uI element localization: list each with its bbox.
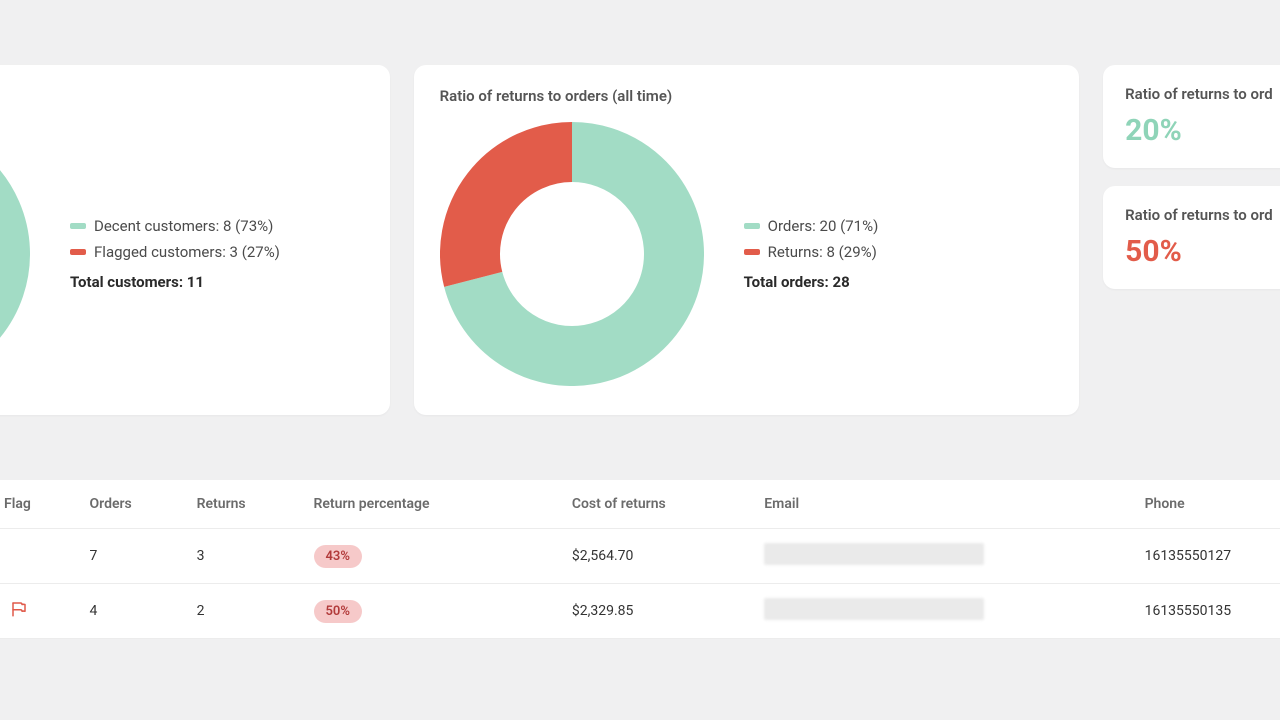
customers-donut-chart xyxy=(0,122,30,386)
side-stat-cards: Ratio of returns to ord 20% Ratio of ret… xyxy=(1103,65,1280,415)
cell-phone: 16135550127 xyxy=(1133,529,1280,584)
pct-pill: 43% xyxy=(314,545,362,568)
returns-ratio-card: Ratio of returns to orders (all time) Or… xyxy=(414,65,1079,415)
cell-flag[interactable] xyxy=(0,584,78,639)
stat-title: Ratio of returns to ord xyxy=(1125,206,1280,224)
stat-card-a: Ratio of returns to ord 20% xyxy=(1103,65,1280,168)
col-returns[interactable]: Returns xyxy=(185,480,302,529)
returns-legend: Orders: 20 (71%) Returns: 8 (29%) Total … xyxy=(744,217,879,291)
pct-pill: 50% xyxy=(314,600,362,623)
legend-label: Returns: 8 (29%) xyxy=(768,243,877,261)
stat-card-b: Ratio of returns to ord 50% xyxy=(1103,186,1280,289)
legend-label: Flagged customers: 3 (27%) xyxy=(94,243,280,261)
cell-phone: 16135550135 xyxy=(1133,584,1280,639)
legend-total: Total orders: 28 xyxy=(744,273,879,291)
legend-row: Flagged customers: 3 (27%) xyxy=(70,243,280,261)
col-pct[interactable]: Return percentage xyxy=(302,480,560,529)
cards-row: x Decent customers: 8 (73%) Flagged cust… xyxy=(0,65,1280,415)
legend-row: Returns: 8 (29%) xyxy=(744,243,879,261)
cell-return-pct: 50% xyxy=(302,584,560,639)
cell-email xyxy=(752,584,1132,639)
cell-orders: 4 xyxy=(78,584,185,639)
col-cost[interactable]: Cost of returns xyxy=(560,480,752,529)
legend-total: Total customers: 11 xyxy=(70,273,280,291)
col-orders[interactable]: Orders xyxy=(78,480,185,529)
customers-table: Flag Orders Returns Return percentage Co… xyxy=(0,480,1280,639)
card-title: Ratio of returns to orders (all time) xyxy=(440,87,1053,105)
cell-returns: 2 xyxy=(185,584,302,639)
cell-cost: $2,329.85 xyxy=(560,584,752,639)
cell-cost: $2,564.70 xyxy=(560,529,752,584)
stat-value: 20% xyxy=(1125,113,1280,148)
returns-donut-chart xyxy=(440,122,704,386)
legend-row: Decent customers: 8 (73%) xyxy=(70,217,280,235)
customers-legend: Decent customers: 8 (73%) Flagged custom… xyxy=(70,217,280,291)
flag-icon[interactable] xyxy=(4,606,28,622)
col-flag[interactable]: Flag xyxy=(0,480,78,529)
table-row[interactable]: 73 43% $2,564.70 16135550127 xyxy=(0,529,1280,584)
donut-segment xyxy=(470,152,572,279)
cell-flag[interactable] xyxy=(0,529,78,584)
redacted-email xyxy=(764,543,984,565)
stat-title: Ratio of returns to ord xyxy=(1125,85,1280,103)
legend-row: Orders: 20 (71%) xyxy=(744,217,879,235)
cell-email xyxy=(752,529,1132,584)
col-email[interactable]: Email xyxy=(752,480,1132,529)
cell-orders: 7 xyxy=(78,529,185,584)
cell-return-pct: 43% xyxy=(302,529,560,584)
table-header-row: Flag Orders Returns Return percentage Co… xyxy=(0,480,1280,529)
customers-table-wrap: Flag Orders Returns Return percentage Co… xyxy=(0,480,1280,639)
stat-value: 50% xyxy=(1125,234,1280,269)
cell-returns: 3 xyxy=(185,529,302,584)
customers-card: x Decent customers: 8 (73%) Flagged cust… xyxy=(0,65,390,415)
redacted-email xyxy=(764,598,984,620)
col-phone[interactable]: Phone xyxy=(1133,480,1280,529)
legend-label: Decent customers: 8 (73%) xyxy=(94,217,273,235)
table-row[interactable]: 42 50% $2,329.85 16135550135 xyxy=(0,584,1280,639)
legend-label: Orders: 20 (71%) xyxy=(768,217,879,235)
